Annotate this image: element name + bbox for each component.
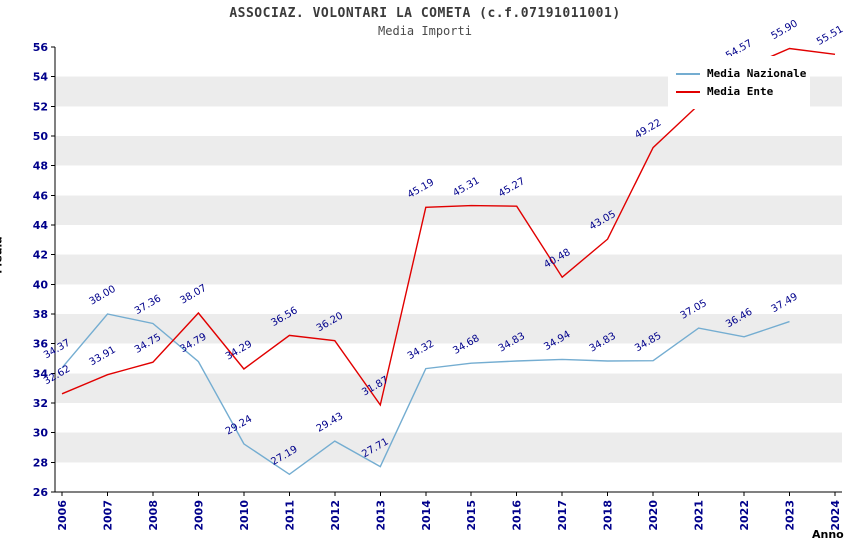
y-tick-label: 40 (33, 278, 49, 291)
y-tick-label: 36 (33, 338, 49, 351)
x-tick-label: 2020 (647, 500, 660, 531)
x-tick-label: 2022 (738, 500, 751, 531)
legend: Media Nazionale Media Ente (668, 56, 810, 109)
x-tick-label: 2014 (420, 500, 433, 531)
x-tick-label: 2013 (374, 500, 387, 531)
point-label: 33.91 (88, 344, 118, 368)
y-axis-title: Media (0, 236, 5, 274)
point-label: 37.36 (133, 293, 163, 317)
chart-subtitle: Media Importi (378, 24, 472, 38)
x-tick-label: 2016 (511, 500, 524, 531)
y-tick-label: 28 (33, 456, 48, 469)
x-tick-label: 2006 (56, 500, 69, 531)
x-tick-label: 2007 (101, 500, 114, 531)
x-tick-label: 2010 (238, 500, 251, 531)
x-tick-label: 2021 (693, 500, 706, 531)
x-tick-label: 2008 (147, 500, 160, 531)
y-tick-label: 26 (33, 486, 49, 499)
x-tick-label: 2012 (329, 500, 342, 531)
point-label: 29.43 (315, 411, 345, 435)
y-tick-label: 30 (33, 427, 49, 440)
y-tick-label: 48 (33, 160, 48, 173)
y-tick-label: 50 (33, 130, 49, 143)
legend-label-ente: Media Ente (707, 85, 774, 98)
chart-title: ASSOCIAZ. VOLONTARI LA COMETA (c.f.07191… (229, 6, 621, 21)
y-tick-label: 44 (33, 219, 49, 232)
legend-item-nazionale: Media Nazionale (676, 66, 806, 81)
y-tick-label: 52 (33, 100, 48, 113)
legend-item-ente: Media Ente (676, 84, 802, 99)
ente-line-swatch (676, 90, 700, 93)
x-axis-title: Anno (812, 528, 844, 541)
axes: 26 28 30 32 34 36 38 40 42 44 46 48 50 52 54 56 2006 2007… (33, 41, 842, 531)
x-tick-label: 2015 (465, 500, 478, 531)
point-label: 38.00 (88, 284, 118, 308)
y-tick-label: 32 (33, 397, 48, 410)
y-tick-label: 34 (33, 367, 49, 380)
x-tick-label: 2011 (283, 500, 296, 531)
point-label: 38.07 (178, 283, 208, 307)
x-tick-label: 2017 (556, 500, 569, 531)
y-tick-label: 38 (33, 308, 48, 321)
y-tick-label: 42 (33, 249, 48, 262)
plot-bands (55, 76, 842, 463)
legend-label-nazionale: Media Nazionale (707, 67, 807, 80)
y-tick-label: 46 (33, 189, 49, 202)
x-tick-label: 2018 (602, 500, 615, 531)
y-tick-label: 56 (33, 41, 49, 54)
x-tick-label: 2023 (784, 500, 797, 531)
point-label: 37.49 (770, 291, 800, 315)
x-tick-label: 2024 (829, 500, 842, 531)
y-tick-label: 54 (33, 71, 49, 84)
nazionale-line-swatch (676, 72, 700, 75)
x-tick-label: 2009 (192, 500, 205, 531)
